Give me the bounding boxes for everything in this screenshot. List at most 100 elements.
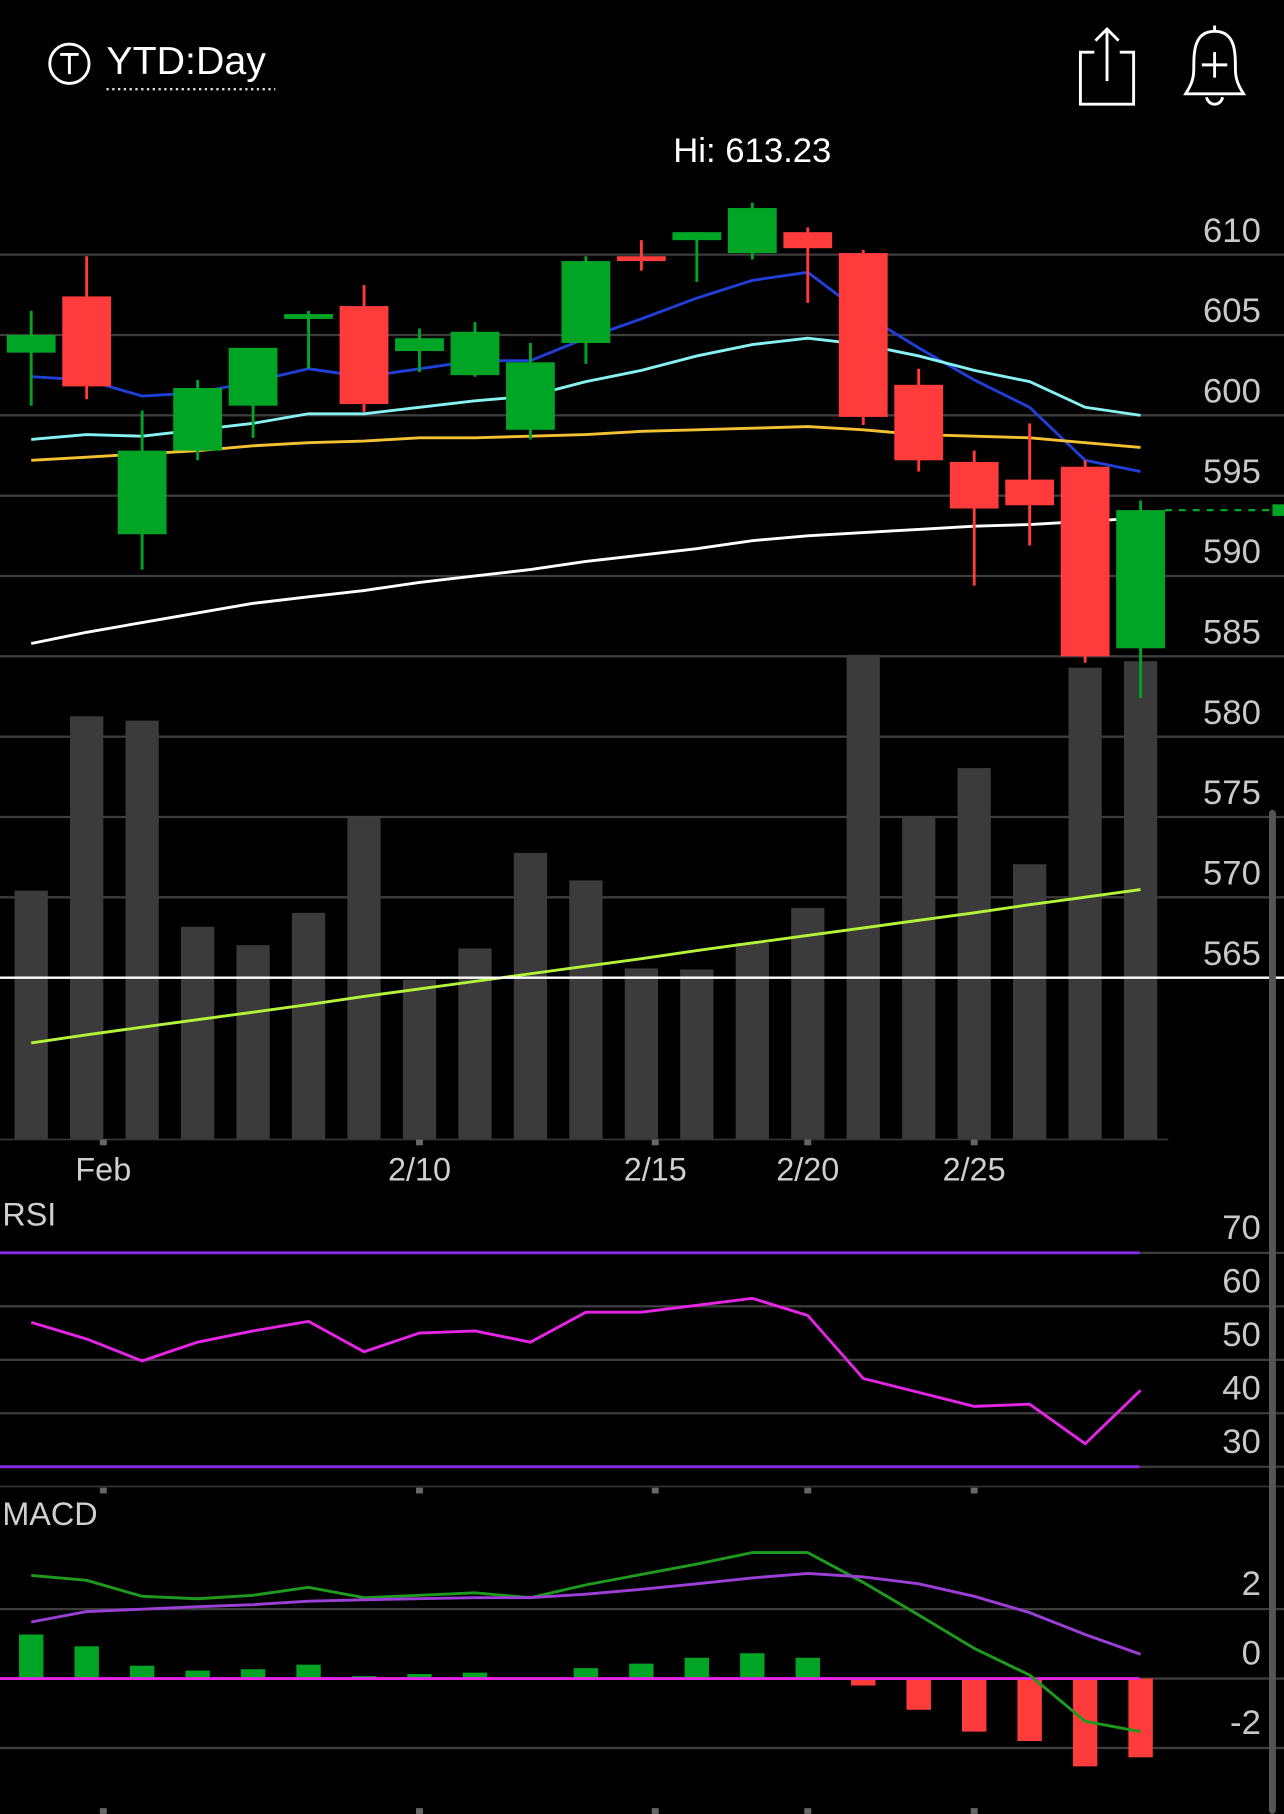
x-tick-mark <box>99 1487 107 1494</box>
y-tick-label: 585 <box>1203 614 1261 652</box>
x-tick-mark <box>970 1808 978 1814</box>
alert-button[interactable] <box>1183 25 1247 106</box>
histogram-bar <box>18 1634 44 1679</box>
y-tick-label: 70 <box>1222 1209 1261 1247</box>
volume-bar <box>236 945 270 1140</box>
candle-body <box>117 450 167 535</box>
volume-bar <box>125 720 159 1140</box>
volume-bar <box>735 943 769 1140</box>
candle-body <box>284 314 333 319</box>
header: YTD:Day <box>48 25 1247 106</box>
candle-body <box>506 362 555 430</box>
y-tick-label: 0 <box>1242 1635 1261 1673</box>
histogram-bar <box>906 1678 931 1710</box>
x-tick-mark <box>416 1139 423 1146</box>
candle-body <box>339 306 389 405</box>
histogram-bar <box>240 1669 266 1679</box>
x-tick-label: 2/20 <box>776 1151 839 1187</box>
timeframe-title[interactable]: YTD:Day <box>106 39 266 83</box>
histogram-bar <box>740 1653 765 1679</box>
x-tick-mark <box>416 1808 423 1814</box>
histogram-bar <box>296 1664 321 1679</box>
histogram-bar <box>1017 1678 1042 1742</box>
y-tick-label: 30 <box>1222 1423 1261 1461</box>
candle-body <box>1116 510 1165 649</box>
x-tick-mark <box>651 1487 659 1494</box>
last-price-tag <box>1272 504 1284 516</box>
panel-title: RSI <box>2 1197 56 1233</box>
y-tick-label: 580 <box>1203 694 1261 732</box>
volume-average <box>31 888 1141 1045</box>
volume-bar <box>402 979 437 1140</box>
y-tick-label: 565 <box>1203 935 1261 973</box>
share-button[interactable] <box>1078 26 1136 106</box>
x-tick-label: 2/25 <box>943 1151 1006 1187</box>
volume-bar <box>957 768 991 1140</box>
volume-bar <box>70 716 104 1140</box>
volume-bar <box>291 912 326 1140</box>
x-tick-label: 2/15 <box>624 1151 687 1187</box>
candle-body <box>783 232 833 249</box>
scrollbar[interactable] <box>1268 809 1276 1814</box>
histogram-bar <box>795 1657 820 1679</box>
ticker-icon-glyph <box>60 53 79 75</box>
volume-bar <box>569 880 603 1140</box>
y-tick-label: 40 <box>1222 1369 1261 1407</box>
volume-bar <box>1068 667 1102 1140</box>
x-tick-mark <box>970 1139 978 1146</box>
y-tick-label: 570 <box>1203 855 1261 893</box>
y-tick-label: 50 <box>1222 1316 1261 1354</box>
volume-bar <box>513 852 548 1140</box>
moving-average <box>30 516 1141 645</box>
y-tick-label: -2 <box>1230 1704 1261 1742</box>
candle-body <box>6 334 56 353</box>
y-tick-label: 2 <box>1242 1565 1261 1603</box>
macd-line <box>31 1551 1141 1734</box>
candle-body <box>672 232 722 241</box>
histogram-bar <box>961 1678 987 1732</box>
candle-body <box>450 331 500 376</box>
x-tick-mark <box>99 1139 107 1146</box>
y-tick-label: 610 <box>1203 212 1261 250</box>
candle-body <box>561 261 611 344</box>
candle-body <box>616 256 666 262</box>
candle-body <box>228 347 278 406</box>
x-tick-mark <box>651 1808 659 1814</box>
volume-bar <box>791 907 825 1140</box>
histogram-bar <box>573 1668 599 1679</box>
y-tick-label: 605 <box>1203 292 1261 330</box>
candle-body <box>173 388 223 451</box>
x-tick-label: Feb <box>75 1151 131 1187</box>
candle-body <box>62 296 112 387</box>
histogram-bar <box>185 1670 210 1679</box>
y-tick-label: 595 <box>1203 453 1261 491</box>
ticker-icon <box>48 42 91 85</box>
candle-body <box>1005 479 1055 506</box>
histogram-bar <box>462 1672 488 1679</box>
high-annotation: Hi: 613.23 <box>673 132 831 170</box>
volume-bar <box>14 890 48 1140</box>
x-tick-label: 2/10 <box>388 1151 451 1187</box>
x-tick-mark <box>970 1487 978 1494</box>
y-tick-label: 575 <box>1203 774 1261 812</box>
candle-body <box>395 338 444 352</box>
volume-bar <box>624 968 659 1140</box>
candle-body <box>727 208 777 254</box>
x-tick-mark <box>804 1139 812 1146</box>
histogram-bar <box>629 1663 654 1679</box>
x-tick-mark <box>804 1808 812 1814</box>
histogram-bar <box>74 1646 99 1679</box>
x-tick-mark <box>416 1487 423 1494</box>
y-tick-label: 600 <box>1203 373 1261 411</box>
volume-bar <box>846 654 880 1140</box>
histogram-bar <box>851 1678 876 1686</box>
x-tick-mark <box>651 1139 659 1146</box>
volume-bar <box>680 969 714 1140</box>
volume-bar <box>180 926 215 1140</box>
macd-line <box>30 1571 1142 1656</box>
rsi-line <box>30 1296 1142 1446</box>
candle-body <box>1060 466 1110 657</box>
x-tick-mark <box>99 1808 107 1814</box>
